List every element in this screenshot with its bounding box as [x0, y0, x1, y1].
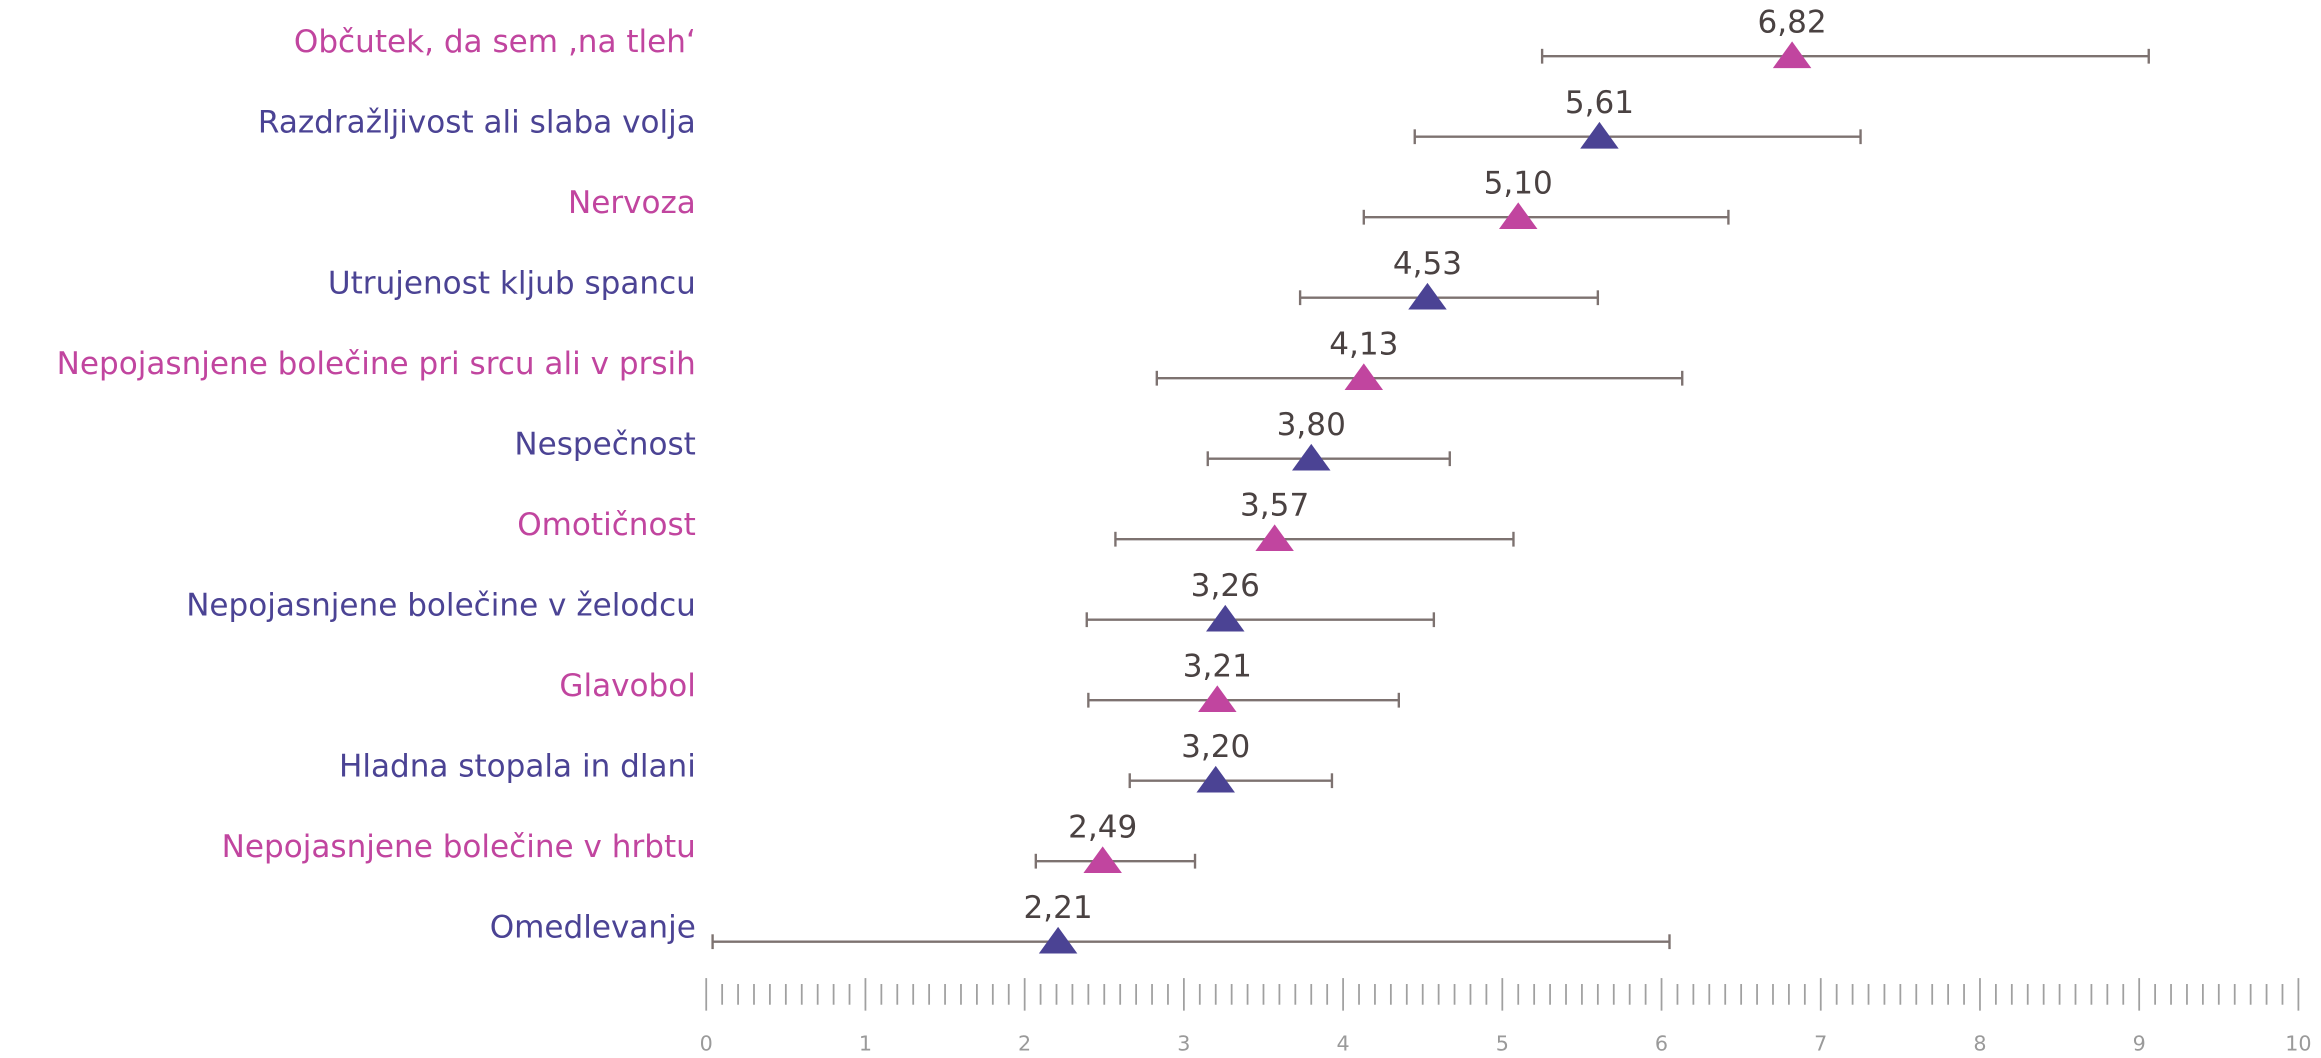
category-label: Omotičnost [517, 507, 696, 543]
x-tick-label: 9 [2133, 1032, 2146, 1056]
category-label: Nepojasnjene bolečine v hrbtu [222, 829, 696, 865]
value-label: 3,21 [1183, 649, 1252, 685]
category-label: Nepojasnjene bolečine v želodcu [186, 587, 696, 623]
mean-marker [1292, 443, 1331, 471]
x-tick-label: 10 [2285, 1032, 2311, 1056]
x-tick-label: 1 [859, 1032, 872, 1056]
mean-marker [1206, 604, 1245, 632]
value-label: 4,13 [1329, 327, 1398, 363]
x-tick-label: 2 [1018, 1032, 1031, 1056]
mean-marker [1580, 121, 1619, 149]
category-label: Razdražljivost ali slaba volja [258, 104, 696, 140]
mean-marker [1408, 282, 1447, 310]
category-label: Glavobol [559, 668, 695, 704]
mean-marker [1083, 846, 1122, 874]
x-tick-label: 6 [1655, 1032, 1668, 1056]
x-tick-label: 0 [700, 1032, 713, 1056]
mean-marker [1344, 363, 1384, 391]
mean-marker [1255, 524, 1294, 552]
value-label: 6,82 [1758, 5, 1827, 41]
category-label: Nervoza [568, 185, 696, 221]
value-label: 2,21 [1024, 890, 1093, 926]
category-label: Hladna stopala in dlani [339, 748, 696, 784]
x-tick-label: 4 [1337, 1032, 1350, 1056]
value-label: 5,10 [1484, 166, 1553, 202]
x-tick-label: 7 [1814, 1032, 1827, 1056]
mean-marker [1198, 685, 1237, 713]
category-label: Nespečnost [514, 426, 696, 462]
mean-marker [1499, 202, 1538, 230]
category-label: Občutek, da sem ‚na tleh‘ [294, 24, 696, 60]
value-label: 2,49 [1068, 810, 1137, 846]
x-tick-label: 3 [1177, 1032, 1190, 1056]
x-tick-label: 8 [1973, 1032, 1986, 1056]
value-label: 3,20 [1181, 729, 1250, 765]
value-label: 5,61 [1565, 85, 1634, 121]
category-label: Nepojasnjene bolečine pri srcu ali v prs… [57, 346, 696, 382]
value-label: 4,53 [1393, 246, 1462, 282]
x-tick-label: 5 [1496, 1032, 1509, 1056]
value-label: 3,80 [1277, 407, 1346, 443]
category-label: Omedlevanje [490, 909, 696, 945]
category-label: Utrujenost kljub spancu [328, 265, 696, 301]
mean-marker [1038, 926, 1078, 954]
value-label: 3,57 [1240, 488, 1309, 524]
mean-marker [1196, 765, 1235, 793]
mean-marker [1772, 41, 1812, 69]
value-label: 3,26 [1191, 568, 1260, 604]
